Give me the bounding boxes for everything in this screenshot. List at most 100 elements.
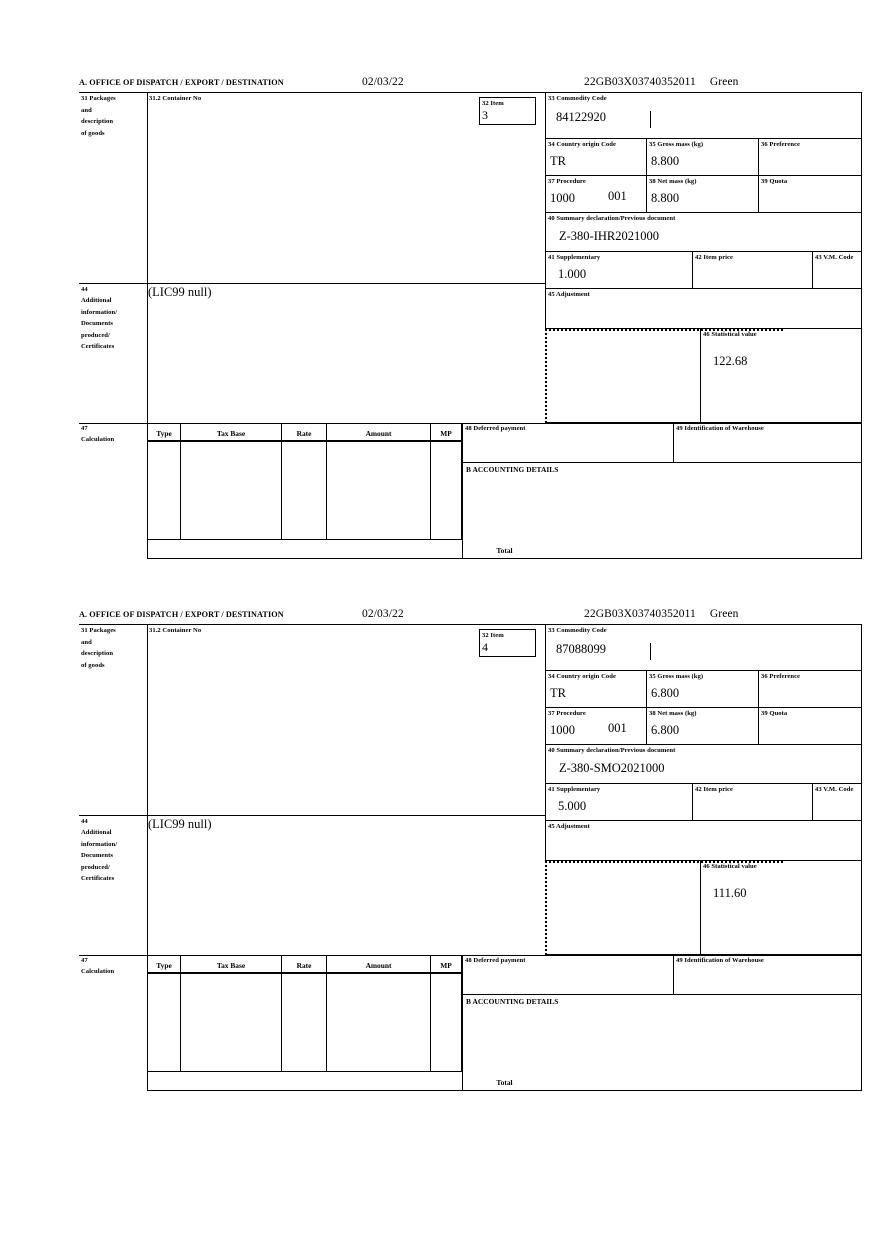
calc-cell-amount[interactable] bbox=[326, 441, 430, 540]
calculation-section-divider bbox=[79, 955, 862, 956]
box-45-label: 45 Adjustment bbox=[548, 823, 590, 830]
procedure-extra-value: 001 bbox=[608, 721, 627, 735]
box-46-statistical-value: 46 Statistical value 111.60 bbox=[700, 861, 862, 955]
box-44-label-line3: information/ bbox=[81, 840, 118, 848]
box-38-net-mass: 38 Net mass (kg) 8.800 bbox=[647, 176, 759, 213]
calc-col-tax-base: Tax Base bbox=[180, 955, 281, 973]
box-44-label-line2: Additional bbox=[81, 297, 112, 305]
box-31-label-line1: 31 Packages bbox=[81, 95, 116, 102]
previous-document-value: Z-380-SMO2021000 bbox=[559, 760, 665, 775]
box-37-label: 37 Procedure bbox=[548, 710, 586, 717]
box-42-label: 42 Item price bbox=[695, 254, 734, 261]
box-46-statistical-value: 46 Statistical value 122.68 bbox=[700, 329, 862, 423]
calculation-total-label: Total bbox=[496, 546, 513, 555]
commodity-code-value: 87088099 bbox=[556, 641, 606, 656]
calc-cell-amount[interactable] bbox=[326, 973, 430, 1072]
calc-cell-tax-base[interactable] bbox=[180, 441, 281, 540]
box-36-preference: 36 Preference bbox=[759, 671, 862, 708]
box-46-region: 46 Statistical value 111.60 bbox=[545, 861, 862, 955]
calc-cell-mp[interactable] bbox=[430, 441, 462, 540]
box-31-label: 31 Packages and description of goods bbox=[79, 625, 147, 672]
box-44-label-line4: Documents bbox=[81, 852, 113, 860]
box-47-label-line1: 47 bbox=[81, 957, 88, 964]
dotted-horizontal-rule bbox=[545, 861, 783, 863]
box-35-label: 35 Gross mass (kg) bbox=[649, 673, 704, 680]
box-31-label-line4: of goods bbox=[81, 130, 105, 138]
box-40-previous-document: 40 Summary declaration/Previous document… bbox=[545, 745, 862, 784]
item-number-value: 4 bbox=[482, 639, 488, 654]
goods-column-divider bbox=[147, 625, 148, 955]
box-31-2-container-no-label: 31.2 Container No bbox=[149, 95, 202, 102]
box-32-item: 32 Item 4 bbox=[479, 629, 536, 657]
box-49-warehouse-id: 49 Identification of Warehouse bbox=[674, 423, 862, 463]
calculation-section-divider bbox=[79, 423, 862, 424]
box-33-commodity-code: 33 Commodity Code 84122920 bbox=[545, 93, 862, 139]
box-44-label-line2: Additional bbox=[81, 829, 112, 837]
box-31-label-line4: of goods bbox=[81, 662, 105, 670]
box-47-label-line2: Calculation bbox=[81, 435, 115, 443]
box-31-label-line1: 31 Packages bbox=[81, 627, 116, 634]
statistical-value: 122.68 bbox=[713, 353, 748, 368]
calc-col-type: Type bbox=[147, 423, 180, 441]
box-32-item: 32 Item 3 bbox=[479, 97, 536, 125]
box-36-preference: 36 Preference bbox=[759, 139, 862, 176]
box-41-label: 41 Supplementary bbox=[548, 786, 601, 793]
sheet-header: A. OFFICE OF DISPATCH / EXPORT / DESTINA… bbox=[79, 76, 862, 92]
route-status: Green bbox=[709, 608, 739, 620]
box-39-quota: 39 Quota bbox=[759, 176, 862, 213]
additional-information-value[interactable]: (LIC99 null) bbox=[148, 285, 212, 299]
calc-col-amount: Amount bbox=[326, 423, 430, 441]
box-39-quota: 39 Quota bbox=[759, 708, 862, 745]
statistical-value: 111.60 bbox=[713, 885, 747, 900]
calc-cell-mp[interactable] bbox=[430, 973, 462, 1072]
box-46-label: 46 Statistical value bbox=[703, 863, 757, 870]
dotted-vertical-rule bbox=[545, 861, 547, 955]
calculation-header-row: Type Tax Base Rate Amount MP bbox=[147, 955, 462, 973]
calculation-header-row: Type Tax Base Rate Amount MP bbox=[147, 423, 462, 441]
additional-information-value[interactable]: (LIC99 null) bbox=[148, 817, 212, 831]
calc-cell-rate[interactable] bbox=[281, 973, 326, 1072]
box-43-vm-code: 43 V.M. Code bbox=[813, 252, 862, 289]
procedure-value: 1000 bbox=[550, 722, 575, 737]
box-33-label: 33 Commodity Code bbox=[548, 627, 607, 634]
calc-cell-type[interactable] bbox=[147, 441, 180, 540]
box-44-label-line6: Certificates bbox=[81, 875, 115, 883]
declaration-sheet-1: A. OFFICE OF DISPATCH / EXPORT / DESTINA… bbox=[79, 76, 862, 559]
calc-cell-rate[interactable] bbox=[281, 441, 326, 540]
box-32-label: 32 Item bbox=[482, 100, 504, 107]
box-49-warehouse-id: 49 Identification of Warehouse bbox=[674, 955, 862, 995]
calc-col-rate: Rate bbox=[281, 423, 326, 441]
box-42-label: 42 Item price bbox=[695, 786, 734, 793]
calc-cell-tax-base[interactable] bbox=[180, 973, 281, 1072]
box-31-packages: 31.2 Container No bbox=[147, 93, 545, 283]
procedure-extra-value: 001 bbox=[608, 189, 627, 203]
box-40-label: 40 Summary declaration/Previous document bbox=[548, 215, 676, 222]
box-48-deferred-payment: 48 Deferred payment bbox=[462, 423, 674, 463]
supplementary-value: 5.000 bbox=[558, 798, 587, 813]
box-39-label: 39 Quota bbox=[761, 710, 788, 717]
box-b-label: B ACCOUNTING DETAILS bbox=[466, 465, 559, 474]
header-mrn: 22GB03X03740352011 Green bbox=[584, 608, 739, 620]
box-35-gross-mass: 35 Gross mass (kg) 6.800 bbox=[647, 671, 759, 708]
box-44-label-line1: 44 bbox=[81, 818, 88, 825]
box-44-additional-information: (LIC99 null) bbox=[147, 283, 545, 423]
commodity-code-value: 84122920 bbox=[556, 109, 606, 124]
gross-mass-value: 8.800 bbox=[651, 153, 680, 168]
box-44-label-line6: Certificates bbox=[81, 343, 115, 351]
gross-mass-value: 6.800 bbox=[651, 685, 680, 700]
box-35-gross-mass: 35 Gross mass (kg) 8.800 bbox=[647, 139, 759, 176]
net-mass-value: 6.800 bbox=[651, 722, 680, 737]
calc-cell-type[interactable] bbox=[147, 973, 180, 1072]
box-36-label: 36 Preference bbox=[761, 141, 801, 148]
country-origin-value: TR bbox=[550, 685, 566, 700]
box-31-packages: 31.2 Container No bbox=[147, 625, 545, 815]
box-31-label-line2: and bbox=[81, 638, 92, 646]
box-44-label: 44 Additional information/ Documents pro… bbox=[79, 283, 147, 352]
box-43-label: 43 V.M. Code bbox=[815, 254, 854, 261]
commodity-code-separator bbox=[650, 643, 651, 660]
route-status: Green bbox=[709, 76, 739, 88]
mrn-value: 22GB03X03740352011 bbox=[584, 76, 696, 88]
net-mass-value: 8.800 bbox=[651, 190, 680, 205]
box-44-label: 44 Additional information/ Documents pro… bbox=[79, 815, 147, 884]
box-45-adjustment: 45 Adjustment bbox=[545, 821, 862, 861]
